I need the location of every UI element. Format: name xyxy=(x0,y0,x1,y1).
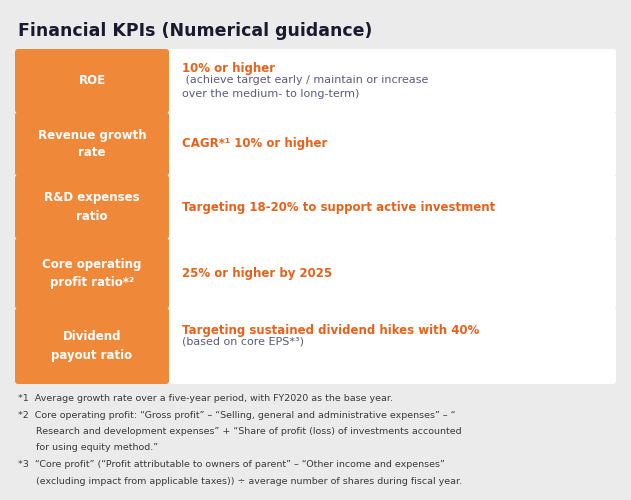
FancyBboxPatch shape xyxy=(15,175,616,239)
Text: for using equity method.”: for using equity method.” xyxy=(18,444,158,452)
Text: 10% or higher: 10% or higher xyxy=(182,62,275,76)
Text: ROE: ROE xyxy=(78,74,105,88)
Text: Targeting sustained dividend hikes with 40%: Targeting sustained dividend hikes with … xyxy=(182,324,480,336)
Text: (based on core EPS*³): (based on core EPS*³) xyxy=(182,336,304,346)
Text: *1  Average growth rate over a five-year period, with FY2020 as the base year.: *1 Average growth rate over a five-year … xyxy=(18,394,393,403)
Text: Core operating
profit ratio*²: Core operating profit ratio*² xyxy=(42,258,142,289)
FancyBboxPatch shape xyxy=(15,308,169,384)
Text: *2  Core operating profit: “Gross profit” – “Selling, general and administrative: *2 Core operating profit: “Gross profit”… xyxy=(18,410,456,420)
Text: CAGR*¹ 10% or higher: CAGR*¹ 10% or higher xyxy=(182,138,327,150)
FancyBboxPatch shape xyxy=(15,49,616,113)
Text: R&D expenses
ratio: R&D expenses ratio xyxy=(44,192,140,222)
Text: *3  “Core profit” (“Profit attributable to owners of parent” – “Other income and: *3 “Core profit” (“Profit attributable t… xyxy=(18,460,445,469)
Text: Revenue growth
rate: Revenue growth rate xyxy=(38,128,146,160)
Text: (excluding impact from applicable taxes)) ÷ average number of shares during fisc: (excluding impact from applicable taxes)… xyxy=(18,476,462,486)
FancyBboxPatch shape xyxy=(15,308,616,384)
Text: 25% or higher by 2025: 25% or higher by 2025 xyxy=(182,267,332,280)
FancyBboxPatch shape xyxy=(15,238,616,309)
FancyBboxPatch shape xyxy=(15,112,169,176)
FancyBboxPatch shape xyxy=(15,112,616,176)
Text: Targeting 18-20% to support active investment: Targeting 18-20% to support active inves… xyxy=(182,200,495,213)
Text: (achieve target early / maintain or increase
over the medium- to long-term): (achieve target early / maintain or incr… xyxy=(182,76,428,98)
Text: Research and development expenses” + “Share of profit (loss) of investments acco: Research and development expenses” + “Sh… xyxy=(18,427,462,436)
FancyBboxPatch shape xyxy=(15,49,169,113)
FancyBboxPatch shape xyxy=(15,238,169,309)
Text: Dividend
payout ratio: Dividend payout ratio xyxy=(52,330,133,362)
Text: Financial KPIs (Numerical guidance): Financial KPIs (Numerical guidance) xyxy=(18,22,372,40)
FancyBboxPatch shape xyxy=(15,175,169,239)
